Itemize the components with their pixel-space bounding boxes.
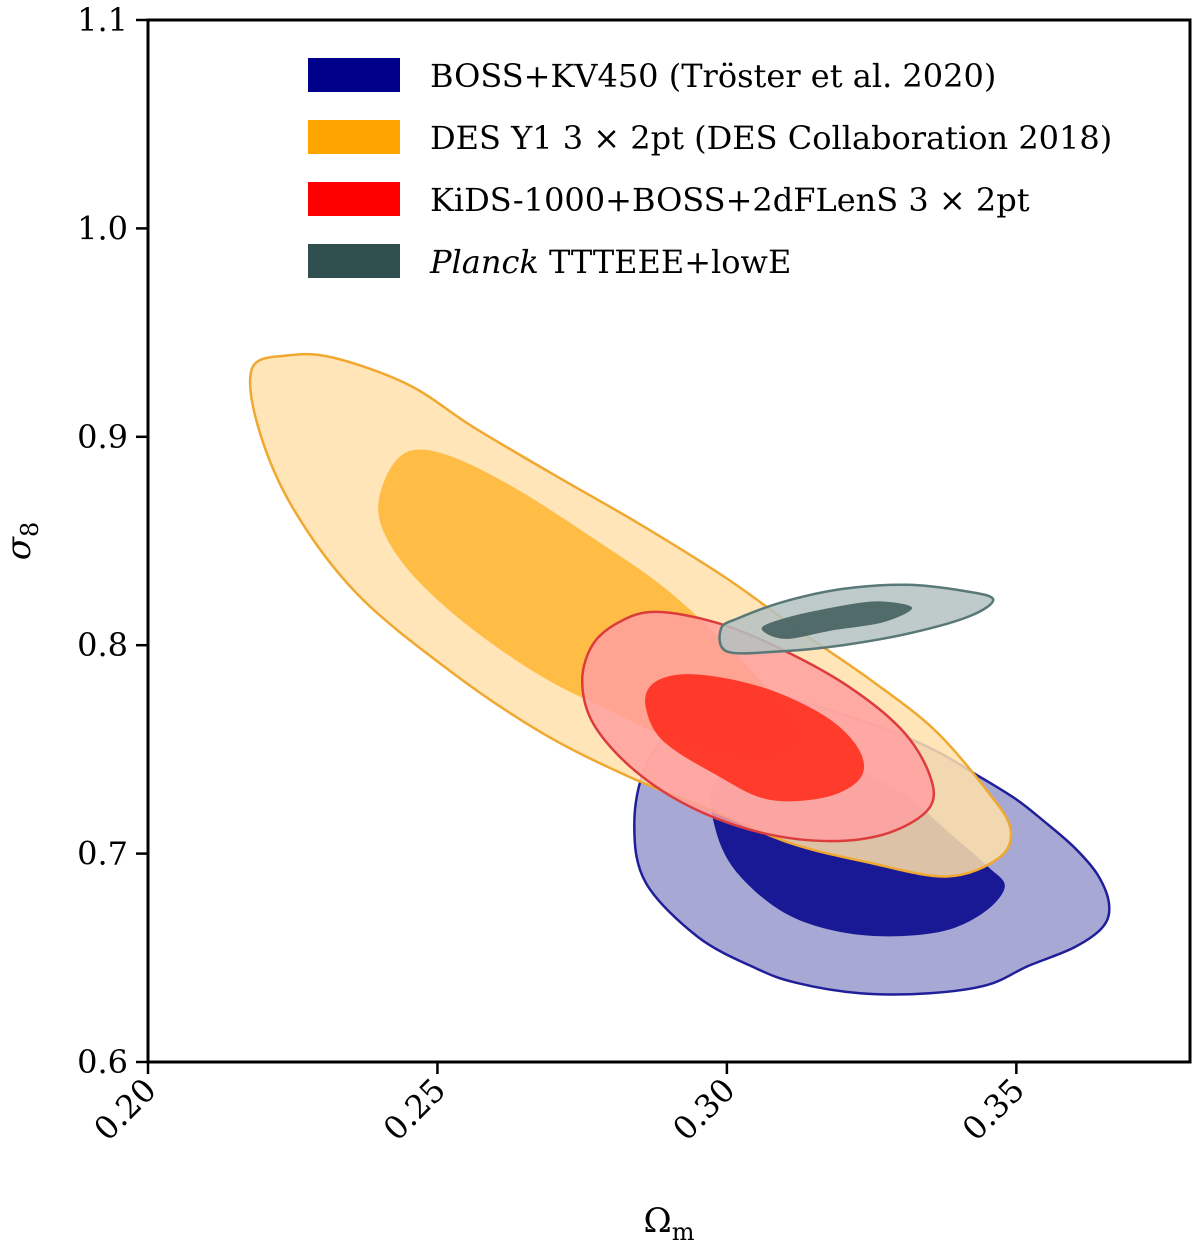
- kids-legend-label: KiDS-1000+BOSS+2dFLenS 3 × 2pt: [430, 181, 1030, 219]
- y-tick-label: 0.7: [77, 835, 128, 873]
- contour-layer: [248, 352, 1111, 996]
- kids-contour-inner: [645, 674, 865, 802]
- planck-legend-label: Planck TTTEEE+lowE: [429, 243, 791, 281]
- x-axis-label: Ωm: [644, 1201, 695, 1243]
- x-tick-label: 0.30: [665, 1071, 742, 1148]
- des-legend-swatch: [308, 120, 400, 154]
- y-tick-label: 0.9: [77, 418, 128, 456]
- boss-legend-label: BOSS+KV450 (Tröster et al. 2020): [430, 57, 996, 95]
- x-tick-label: 0.25: [376, 1071, 453, 1148]
- y-tick-label: 0.8: [77, 626, 128, 664]
- y-axis-label: σ8: [0, 522, 44, 561]
- plot-frame: [146, 18, 1192, 1064]
- x-tick-label: 0.35: [955, 1071, 1032, 1148]
- legend: BOSS+KV450 (Tröster et al. 2020) DES Y1 3…: [308, 57, 1112, 281]
- kids-legend-swatch: [308, 182, 400, 216]
- boss-legend-swatch: [308, 58, 400, 92]
- y-tick-label: 1.0: [77, 209, 128, 247]
- x-tick-label: 0.20: [86, 1071, 163, 1148]
- y-tick-label: 1.1: [77, 1, 128, 39]
- des-legend-label: DES Y1 3 × 2pt (DES Collaboration 2018): [430, 119, 1112, 157]
- y-tick-label: 0.6: [77, 1043, 128, 1081]
- planck-legend-swatch: [308, 244, 400, 278]
- planck-contour-inner: [761, 601, 913, 639]
